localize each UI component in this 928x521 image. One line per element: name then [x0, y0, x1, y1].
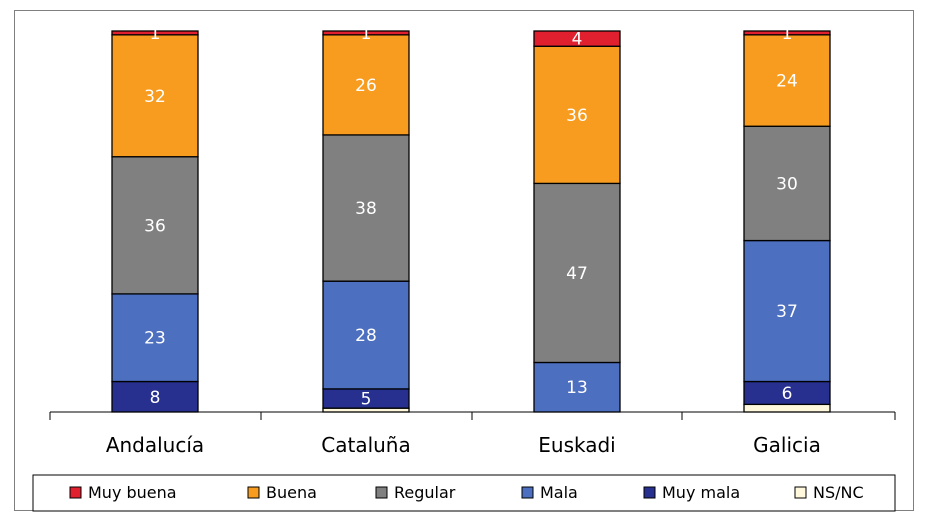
bar-andalucia-buena — [111, 34, 199, 158]
data-label-cataluna-buena: 26 — [355, 76, 377, 96]
bar-andalucia-mala — [111, 293, 199, 383]
data-label-galicia-mala: 37 — [776, 302, 798, 322]
data-label-euskadi-mala: 13 — [566, 378, 588, 398]
data-label-cataluna-regular: 38 — [355, 199, 377, 219]
data-label-galicia-muy-buena: 1 — [782, 24, 793, 44]
data-label-galicia-buena: 24 — [776, 72, 798, 92]
bar-galicia-regular — [743, 125, 831, 242]
legend-label-muy-mala: Muy mala — [662, 483, 740, 502]
data-label-galicia-muy-mala: 6 — [782, 384, 793, 404]
data-label-andalucia-muy-mala: 8 — [150, 388, 161, 408]
legend-box — [32, 474, 896, 512]
data-label-andalucia-regular: 36 — [144, 216, 166, 236]
bar-galicia-muy-buena — [743, 30, 831, 36]
category-labels: Andalucía Cataluña Euskadi Galicia — [106, 433, 821, 457]
legend-label-regular: Regular — [394, 483, 456, 502]
legend-swatch-mala — [521, 486, 534, 499]
x-axis — [49, 411, 896, 420]
legend: Muy buena Buena Regular Mala Muy mala NS/NC — [32, 474, 896, 512]
legend-swatch-regular — [375, 486, 388, 499]
data-label-andalucia-mala: 23 — [144, 329, 166, 349]
bar-galicia-buena — [743, 34, 831, 127]
bar-cataluna-regular — [322, 134, 410, 282]
data-label-andalucia-buena: 32 — [144, 87, 166, 107]
bar-andalucia-muy-buena — [111, 30, 199, 36]
bar-euskadi-buena — [533, 45, 621, 185]
legend-label-ns-nc: NS/NC — [813, 483, 864, 502]
bars-layer: 8 23 36 32 1 5 28 38 26 1 0 13 47 36 4 6 37 30 24 1 — [111, 24, 831, 423]
legend-label-buena: Buena — [266, 483, 317, 502]
data-label-cataluna-muy-mala: 5 — [361, 390, 372, 410]
data-label-euskadi-buena: 36 — [566, 106, 588, 126]
data-label-cataluna-mala: 28 — [355, 326, 377, 346]
data-label-euskadi-muy-mala: 0 — [572, 403, 583, 423]
bar-cataluna-muy-buena — [322, 30, 410, 36]
data-label-galicia-regular: 30 — [776, 174, 798, 194]
legend-label-muy-buena: Muy buena — [88, 483, 177, 502]
data-label-cataluna-muy-buena: 1 — [361, 24, 372, 44]
bar-euskadi-regular — [533, 182, 621, 364]
bar-galicia-mala — [743, 239, 831, 383]
data-label-andalucia-muy-buena: 1 — [150, 24, 161, 44]
data-label-euskadi-muy-buena: 4 — [572, 30, 583, 50]
legend-swatch-muy-buena — [69, 486, 82, 499]
legend-swatch-ns-nc — [794, 486, 807, 499]
category-label-andalucia: Andalucía — [106, 433, 204, 457]
category-label-euskadi: Euskadi — [538, 433, 615, 457]
bar-euskadi-mala — [533, 361, 621, 413]
bar-euskadi-muy-buena — [533, 30, 621, 47]
data-label-euskadi-regular: 47 — [566, 264, 588, 284]
legend-swatch-muy-mala — [643, 486, 656, 499]
category-label-galicia: Galicia — [753, 433, 821, 457]
bar-cataluna-buena — [322, 34, 410, 136]
category-label-cataluna: Cataluña — [321, 433, 410, 457]
legend-label-mala: Mala — [540, 483, 578, 502]
legend-swatch-buena — [247, 486, 260, 499]
bar-galicia-ns-nc — [743, 403, 831, 413]
